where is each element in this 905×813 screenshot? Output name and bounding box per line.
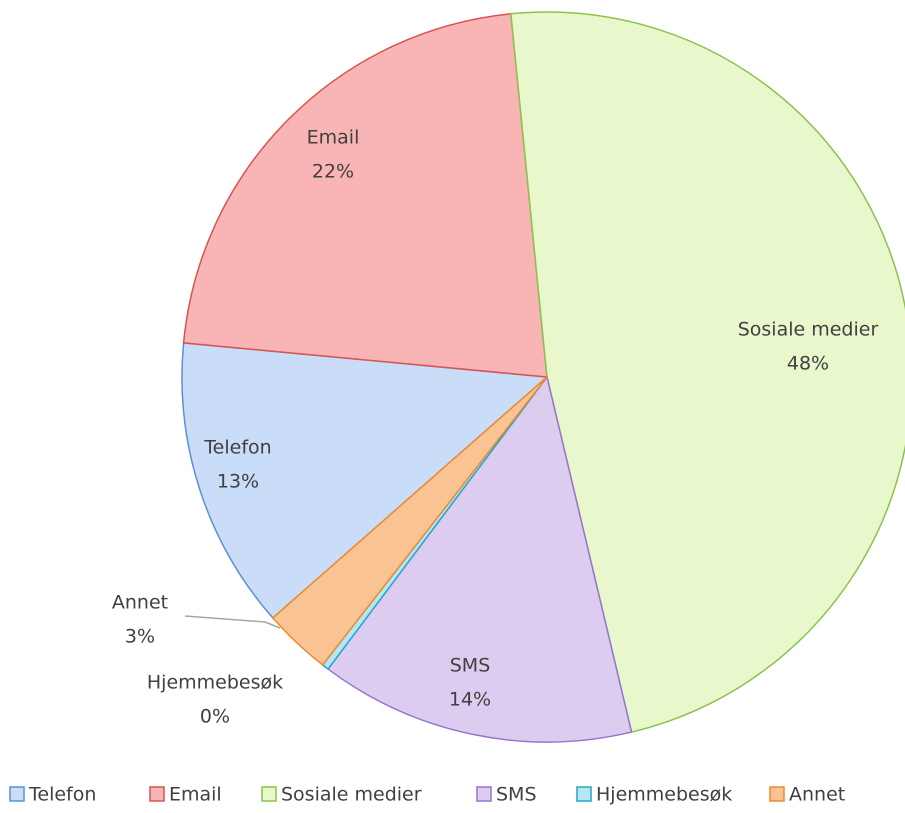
pie-slice — [182, 12, 548, 378]
legend-swatch — [769, 786, 785, 802]
legend-label: Email — [169, 784, 222, 806]
legend-label: Annet — [789, 784, 845, 806]
legend-label: Hjemmebesøk — [596, 784, 732, 806]
legend-swatch — [149, 786, 165, 802]
slice-value-label: 13% — [217, 471, 259, 493]
legend-swatch — [476, 786, 492, 802]
legend-swatch — [576, 786, 592, 802]
slice-value-label: 22% — [312, 161, 354, 183]
pie-slice — [181, 342, 549, 619]
pie-slice — [327, 375, 633, 743]
slice-category-label: Hjemmebesøk — [147, 672, 283, 694]
pie-slice — [510, 11, 905, 733]
legend-swatch — [9, 786, 25, 802]
slice-category-label: Telefon — [203, 437, 271, 459]
slice-value-label: 14% — [449, 689, 491, 711]
slice-value-label: 48% — [787, 353, 829, 375]
leader-line — [184, 615, 281, 629]
slice-value-label: 0% — [200, 706, 230, 728]
legend-label: Sosiale medier — [281, 784, 422, 806]
legend-swatch — [261, 786, 277, 802]
pie-slice — [271, 376, 548, 666]
slice-value-label: 3% — [125, 626, 155, 648]
slice-category-label: SMS — [450, 655, 491, 677]
slice-category-label: Email — [307, 127, 360, 149]
legend-label: Telefon — [28, 784, 96, 806]
legend-label: SMS — [496, 784, 537, 806]
slice-category-label: Annet — [112, 592, 168, 614]
slice-category-label: Sosiale medier — [738, 319, 879, 341]
